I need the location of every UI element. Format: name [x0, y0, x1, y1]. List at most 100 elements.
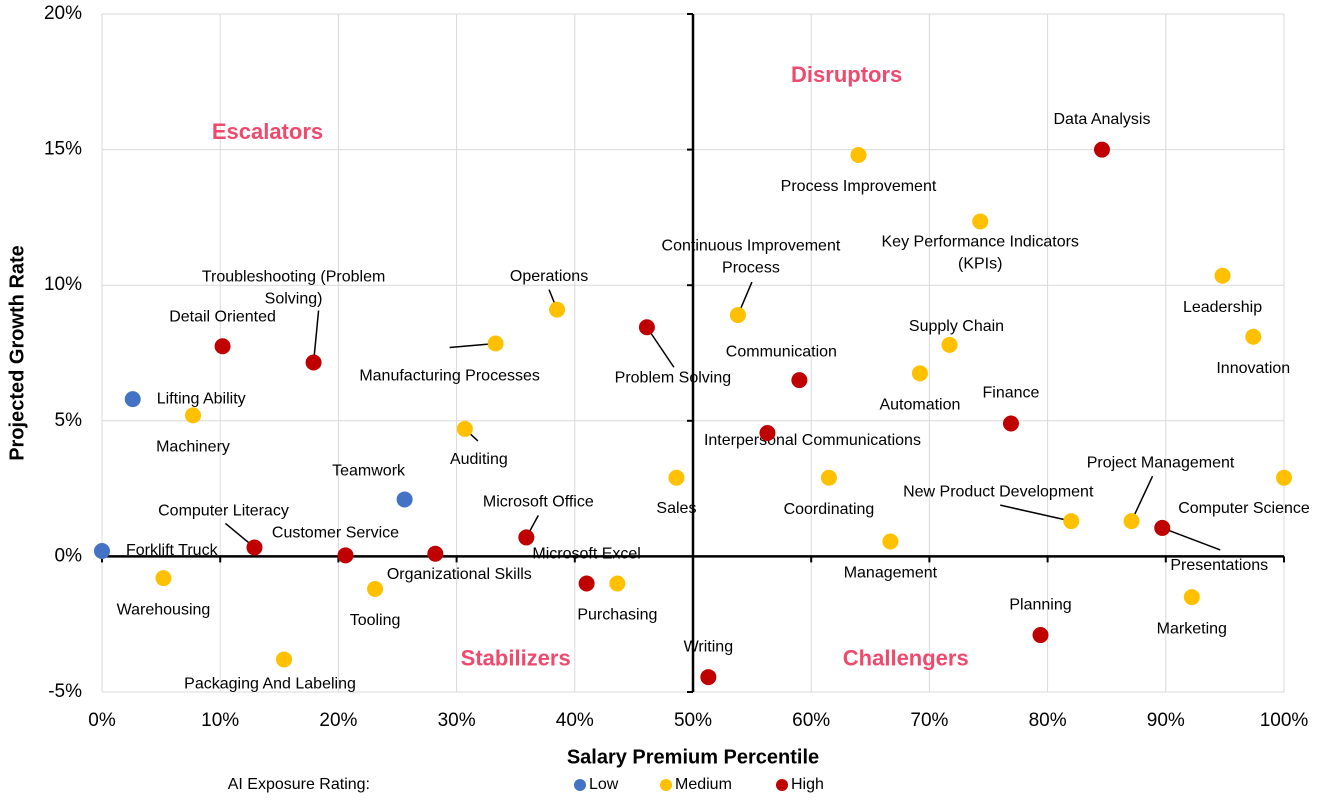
point [305, 354, 322, 371]
legend-marker [776, 779, 788, 791]
point-label: Lifting Ability [157, 390, 246, 407]
point-label: Process [722, 259, 780, 276]
point-label: Forklift Truck [126, 542, 219, 559]
point [1276, 469, 1292, 486]
point [1063, 513, 1080, 530]
point [941, 336, 958, 353]
point [246, 539, 263, 556]
point-label: Warehousing [117, 601, 211, 618]
point [638, 319, 655, 336]
point-label: Troubleshooting (Problem [202, 269, 386, 286]
point-label: Planning [1009, 596, 1071, 613]
point-label: Sales [656, 500, 696, 517]
x-tick-label: 30% [438, 710, 476, 731]
point-label: Purchasing [577, 607, 657, 624]
y-tick-label: 20% [44, 3, 82, 24]
x-tick-label: 90% [1147, 710, 1185, 731]
x-tick-label: 50% [674, 710, 712, 731]
point [427, 545, 444, 562]
quadrant-label: Disruptors [791, 62, 902, 87]
y-tick-label: 15% [44, 139, 82, 160]
point-label: Computer Literacy [158, 503, 289, 520]
y-tick-label: 5% [55, 410, 83, 431]
legend-label: Low [589, 776, 619, 793]
legend-label: High [791, 776, 824, 793]
point-label: Innovation [1216, 360, 1290, 377]
legend-title: AI Exposure Rating: [228, 776, 370, 793]
legend-marker [660, 779, 672, 791]
x-tick-label: 10% [201, 710, 239, 731]
point [276, 651, 293, 668]
point [1123, 513, 1140, 530]
x-axis-title: Salary Premium Percentile [567, 746, 819, 768]
point [337, 547, 354, 564]
point-label: Communication [726, 343, 837, 360]
point-label: Interpersonal Communications [704, 432, 921, 449]
point [668, 469, 685, 486]
point-label: Operations [510, 268, 588, 285]
point-label: Continuous Improvement [662, 237, 841, 254]
point [759, 425, 776, 442]
leader-line [1161, 527, 1221, 551]
point-label: Management [844, 565, 938, 582]
point-label: (KPIs) [958, 256, 1002, 273]
x-tick-label: 20% [319, 710, 357, 731]
y-tick-label: 0% [55, 545, 83, 566]
point [456, 420, 473, 437]
point-label: Customer Service [272, 525, 399, 542]
y-tick-label: 10% [44, 274, 82, 295]
point-label: Project Management [1087, 454, 1235, 471]
point [609, 575, 626, 592]
point [487, 335, 504, 352]
x-tick-label: 0% [88, 710, 116, 731]
legend-label: Medium [675, 776, 732, 793]
point-label: Computer Science [1178, 500, 1310, 517]
point-label: Packaging And Labeling [184, 676, 356, 693]
x-tick-label: 70% [910, 710, 948, 731]
point [155, 570, 172, 587]
leader-line [1000, 504, 1072, 522]
point [911, 365, 928, 382]
point [94, 542, 110, 559]
point-label: Marketing [1157, 620, 1227, 637]
point-label: Manufacturing Processes [359, 368, 540, 385]
point-label: Auditing [450, 451, 508, 468]
point-label: Key Performance Indicators [882, 234, 1079, 251]
point [367, 580, 384, 597]
x-tick-label: 60% [792, 710, 830, 731]
point-label: Supply Chain [909, 318, 1004, 335]
quadrant-label: Escalators [212, 119, 323, 144]
point-label: New Product Development [903, 483, 1094, 500]
point [1002, 415, 1019, 432]
point [518, 529, 535, 546]
leader-line [312, 310, 320, 363]
point [578, 575, 595, 592]
point [1245, 328, 1262, 345]
point [1032, 627, 1049, 644]
point-label: Process Improvement [781, 178, 937, 195]
point [1093, 141, 1110, 158]
point [700, 669, 717, 686]
y-axis-title: Projected Growth Rate [6, 245, 28, 461]
point-label: Finance [982, 385, 1039, 402]
point [791, 372, 808, 389]
point [1154, 519, 1171, 536]
point-label: Teamwork [332, 463, 406, 480]
point-label: Microsoft Office [483, 494, 594, 511]
quadrant-label: Challengers [843, 645, 969, 670]
point [1183, 589, 1200, 606]
point [882, 533, 899, 550]
point [972, 213, 989, 230]
leader-line [1130, 475, 1154, 522]
point [729, 307, 746, 324]
quadrant-label: Stabilizers [461, 645, 571, 670]
point [124, 391, 141, 408]
point [185, 407, 202, 424]
point-label: Leadership [1183, 299, 1262, 316]
point-label: Automation [879, 397, 960, 414]
point-label: Machinery [156, 439, 230, 456]
point-label: Detail Oriented [169, 308, 276, 325]
point-label: Presentations [1170, 557, 1268, 574]
point-label: Tooling [350, 612, 401, 629]
